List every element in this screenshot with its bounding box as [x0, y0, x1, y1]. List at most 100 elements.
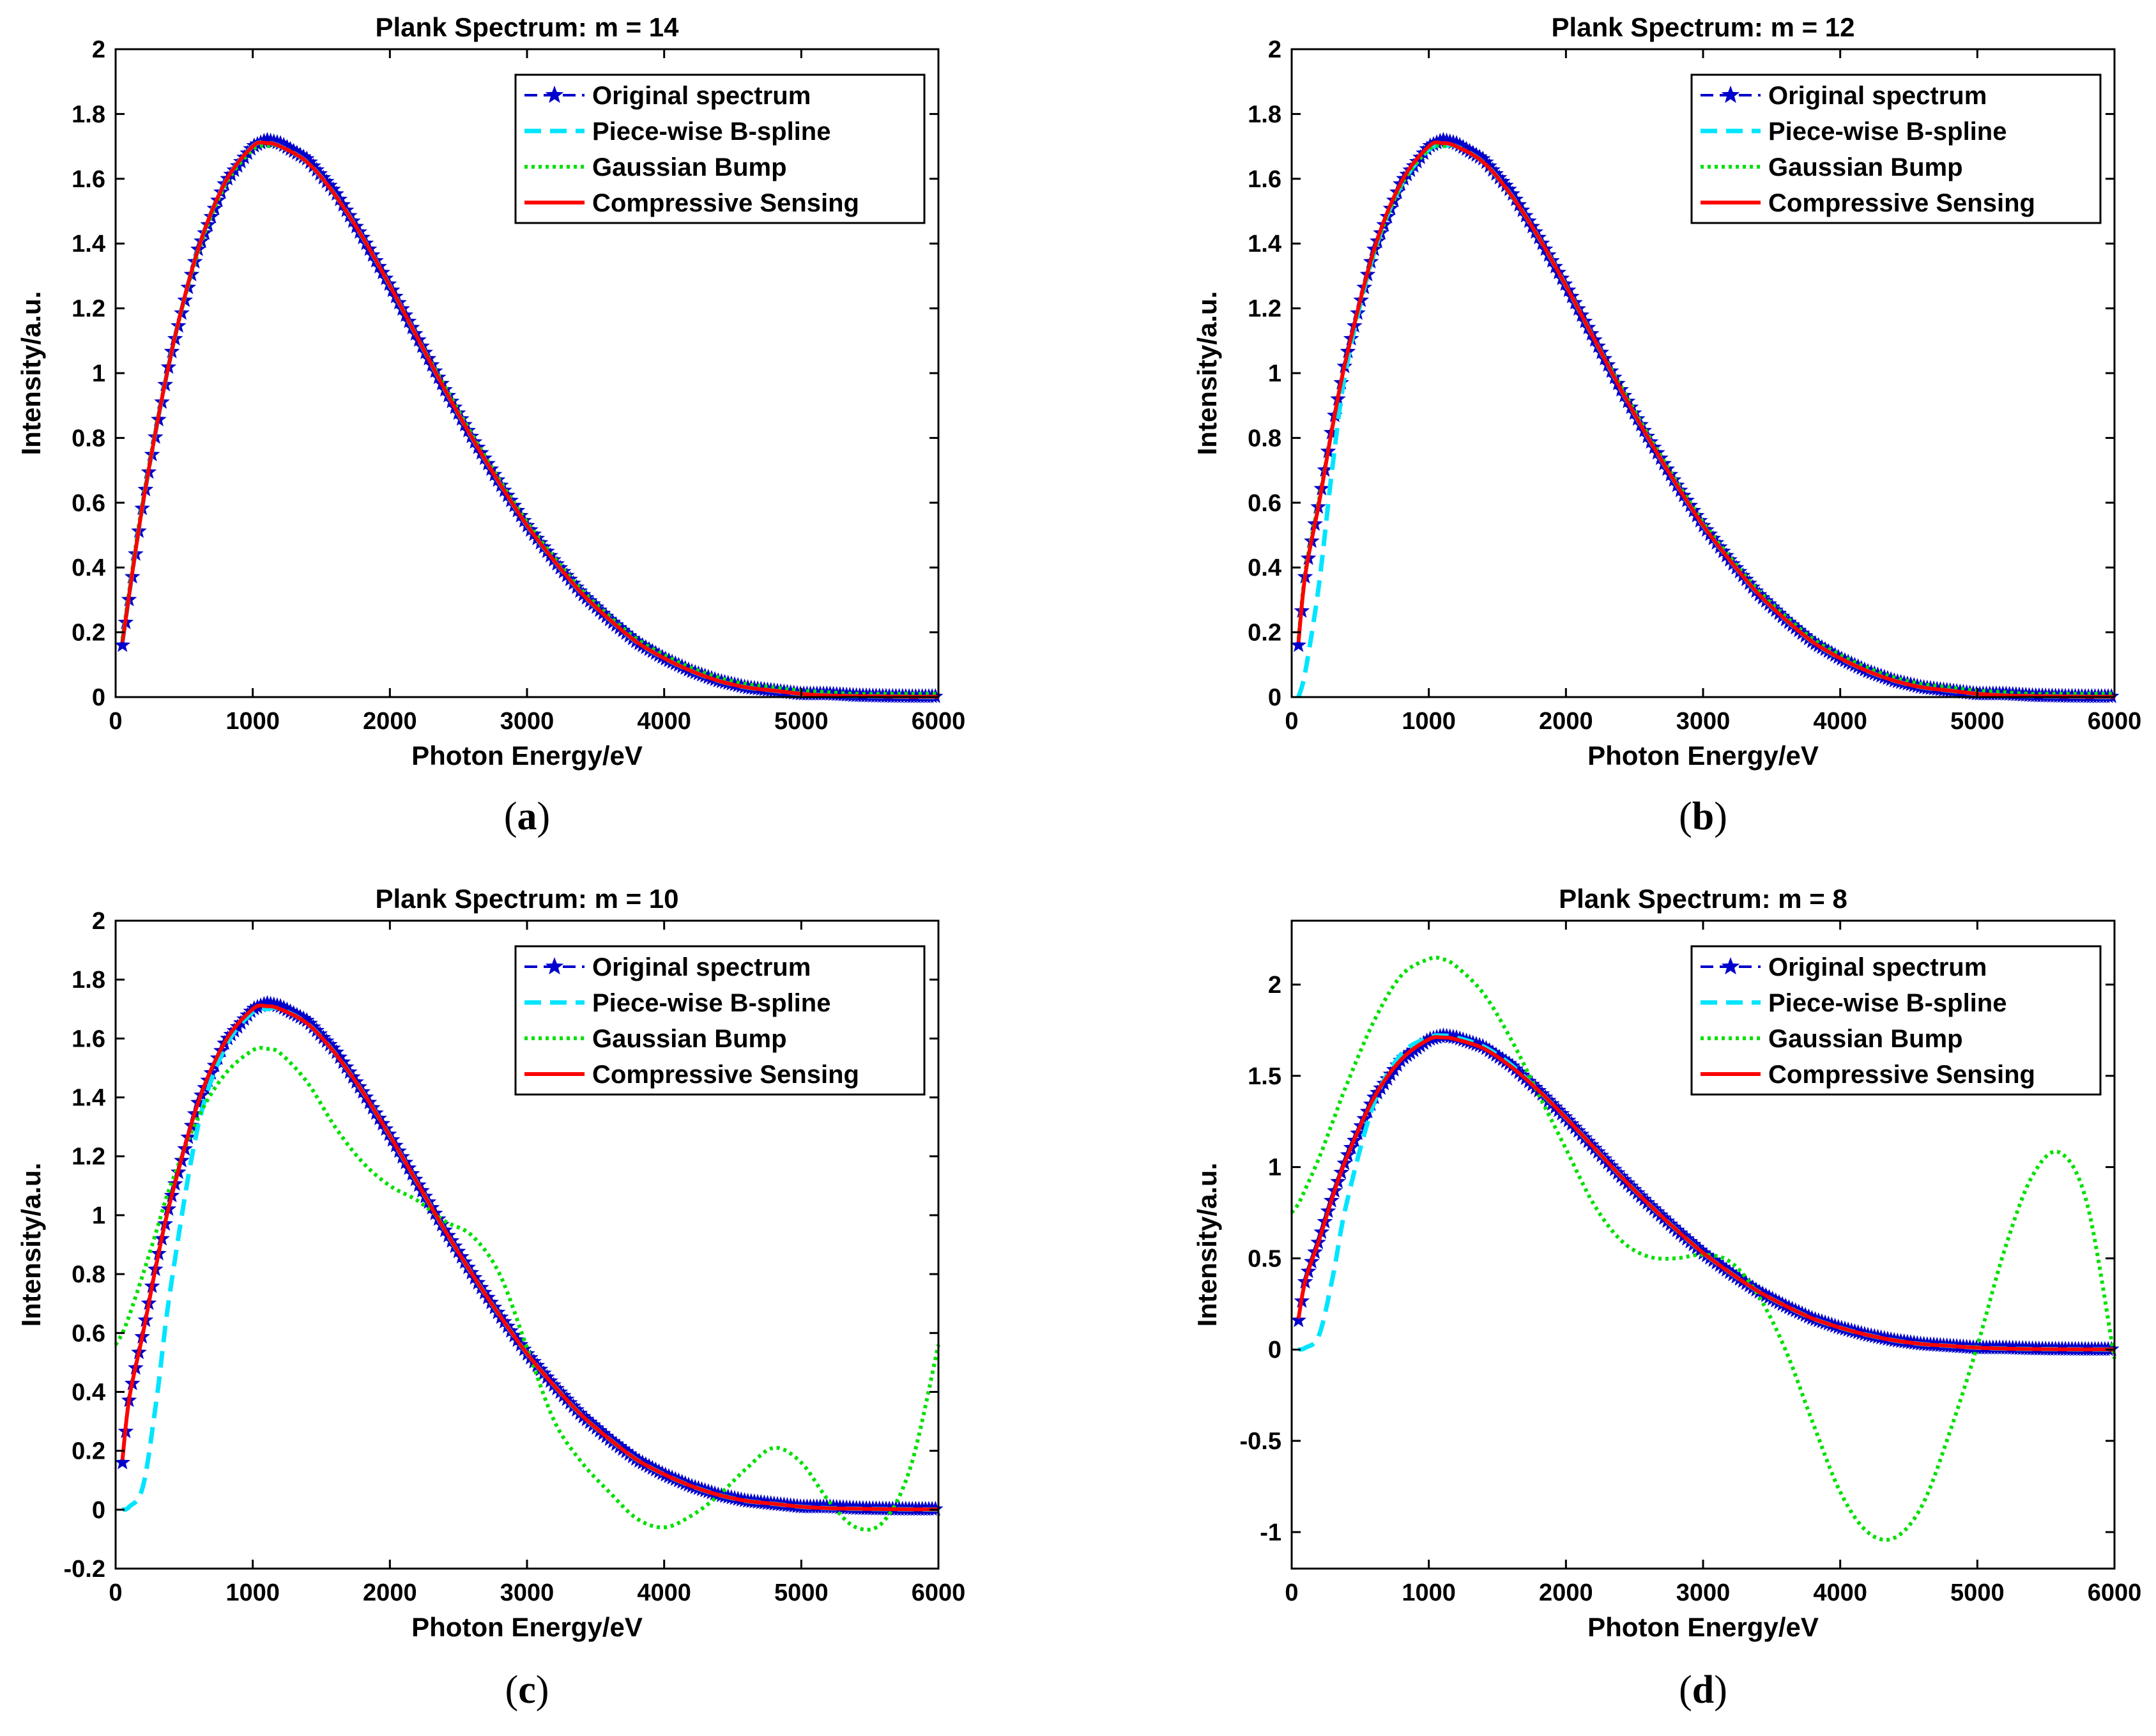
x-tick-label: 5000: [774, 1579, 829, 1606]
legend-label-gaussian: Gaussian Bump: [592, 153, 787, 181]
x-tick-label: 1000: [1402, 708, 1456, 735]
y-tick-label: -0.5: [1240, 1428, 1281, 1455]
x-tick-label: 5000: [1950, 708, 2005, 735]
series-group: [1290, 132, 2120, 703]
legend-label-gaussian: Gaussian Bump: [1768, 153, 1963, 181]
legend-star-marker: [545, 957, 564, 975]
caption-paren-open: (: [1679, 795, 1692, 838]
x-tick-label: 4000: [1813, 1579, 1867, 1606]
panel-caption: (b): [1679, 795, 1727, 838]
legend-box: [514, 945, 926, 1096]
y-tick-label: 1.4: [72, 231, 105, 257]
legend-label-original: Original spectrum: [1768, 82, 1987, 110]
chart-title: Plank Spectrum: m = 8: [1559, 884, 1847, 914]
y-tick-label: 0.8: [72, 1261, 105, 1288]
x-tick-label: 2000: [1539, 1579, 1593, 1606]
x-axis-label: Photon Energy/eV: [411, 1612, 643, 1642]
series-group: [114, 132, 944, 703]
legend-label-original: Original spectrum: [1768, 953, 1987, 981]
legend-label-bspline: Piece-wise B-spline: [1768, 118, 2007, 146]
caption-paren-close: ): [537, 795, 551, 838]
y-tick-label: 0.6: [72, 490, 105, 517]
legend-label-gaussian: Gaussian Bump: [1768, 1025, 1963, 1053]
x-tick-label: 4000: [1813, 708, 1867, 735]
series-line-cs: [1296, 140, 2115, 699]
chart-title: Plank Spectrum: m = 12: [1551, 12, 1854, 42]
y-tick-label: 0.8: [72, 425, 105, 452]
x-axis-label: Photon Energy/eV: [1587, 741, 1819, 771]
caption-paren-close: ): [536, 1668, 549, 1712]
caption-paren-close: ): [1714, 1668, 1727, 1712]
caption-paren-open: (: [1679, 1668, 1692, 1712]
x-tick-label: 2000: [363, 1579, 417, 1606]
x-tick-label: 6000: [912, 1579, 966, 1606]
y-tick-label: 1: [92, 1202, 105, 1229]
y-axis-label: Intensity/a.u.: [1192, 291, 1222, 456]
y-tick-label: 1: [1268, 360, 1281, 387]
y-tick-label: 0: [1268, 1337, 1281, 1363]
panel-a: 0 1000 2000 3000 4000 5000 6000 0 0.2 0.4 0.6 0.8 1 1…: [16, 12, 965, 838]
y-tick-label: 1.5: [1248, 1063, 1281, 1090]
y-tick-label: 0.6: [1248, 490, 1281, 517]
x-tick-label: 0: [109, 708, 122, 735]
y-tick-label: -0.2: [64, 1556, 105, 1583]
x-tick-label: 2000: [363, 708, 417, 735]
legend-label-cs: Compressive Sensing: [592, 189, 859, 217]
y-tick-label: 0: [92, 684, 105, 711]
caption-letter: a: [517, 795, 537, 838]
panel-c: 0 1000 2000 3000 4000 5000 6000-0.200.20.40.60…: [16, 884, 965, 1712]
x-tick-label: 3000: [1676, 1579, 1731, 1606]
x-tick-label: 4000: [637, 1579, 691, 1606]
legend-label-original: Original spectrum: [592, 82, 811, 110]
legend-star-marker: [545, 86, 564, 104]
x-tick-label: 6000: [912, 708, 966, 735]
y-tick-label: 2: [1268, 972, 1281, 999]
caption-letter: d: [1692, 1668, 1714, 1712]
legend-label-cs: Compressive Sensing: [1768, 1061, 2035, 1089]
caption-paren-open: (: [504, 795, 517, 838]
legend: Original spectrum Piece-wise B-spline Gaus…: [514, 73, 926, 224]
legend-label-cs: Compressive Sensing: [592, 1061, 859, 1089]
y-tick-label: 1.8: [72, 101, 105, 128]
x-tick-label: 6000: [2088, 1579, 2142, 1606]
x-axis-label: Photon Energy/eV: [411, 741, 643, 771]
y-tick-label: 0.4: [72, 1379, 105, 1406]
y-tick-label: 0.8: [1248, 425, 1281, 452]
legend: Original spectrum Piece-wise B-spline Gaus…: [1690, 945, 2102, 1096]
y-axis-label: Intensity/a.u.: [16, 291, 46, 456]
x-tick-label: 5000: [1950, 1579, 2005, 1606]
legend-label-bspline: Piece-wise B-spline: [1768, 989, 2007, 1017]
series-group: [1290, 955, 2120, 1542]
caption-letter: b: [1692, 795, 1714, 838]
series-group: [114, 995, 944, 1532]
panel-caption: (c): [505, 1668, 549, 1712]
y-tick-label: 1.8: [72, 967, 105, 994]
x-tick-label: 0: [1285, 1579, 1298, 1606]
y-tick-label: 2: [92, 908, 105, 935]
y-tick-label: 0: [1268, 684, 1281, 711]
series-line-cs: [120, 1003, 938, 1512]
y-tick-label: 0.4: [72, 555, 105, 581]
y-tick-label: 0: [92, 1497, 105, 1524]
x-axis-label: Photon Energy/eV: [1587, 1612, 1819, 1642]
y-tick-label: 0.5: [1248, 1245, 1281, 1272]
x-tick-label: 0: [109, 1579, 122, 1606]
legend-box: [514, 73, 926, 224]
chart-title: Plank Spectrum: m = 10: [375, 884, 678, 914]
x-tick-label: 2000: [1539, 708, 1593, 735]
y-tick-label: 0.6: [72, 1320, 105, 1347]
y-tick-label: 0.2: [1248, 620, 1281, 647]
legend: Original spectrum Piece-wise B-spline Gaus…: [514, 945, 926, 1096]
legend-star-marker: [1721, 86, 1740, 104]
y-tick-label: 1.8: [1248, 101, 1281, 128]
series-line-cs: [1296, 1035, 2114, 1351]
y-axis-label: Intensity/a.u.: [1192, 1163, 1222, 1327]
caption-letter: c: [518, 1668, 536, 1712]
series-line-cs: [120, 140, 939, 699]
legend-label-bspline: Piece-wise B-spline: [592, 118, 830, 146]
y-tick-label: 1: [1268, 1155, 1281, 1181]
y-tick-label: 1.2: [72, 1144, 105, 1171]
panel-caption: (a): [504, 795, 550, 838]
x-tick-label: 1000: [226, 708, 280, 735]
